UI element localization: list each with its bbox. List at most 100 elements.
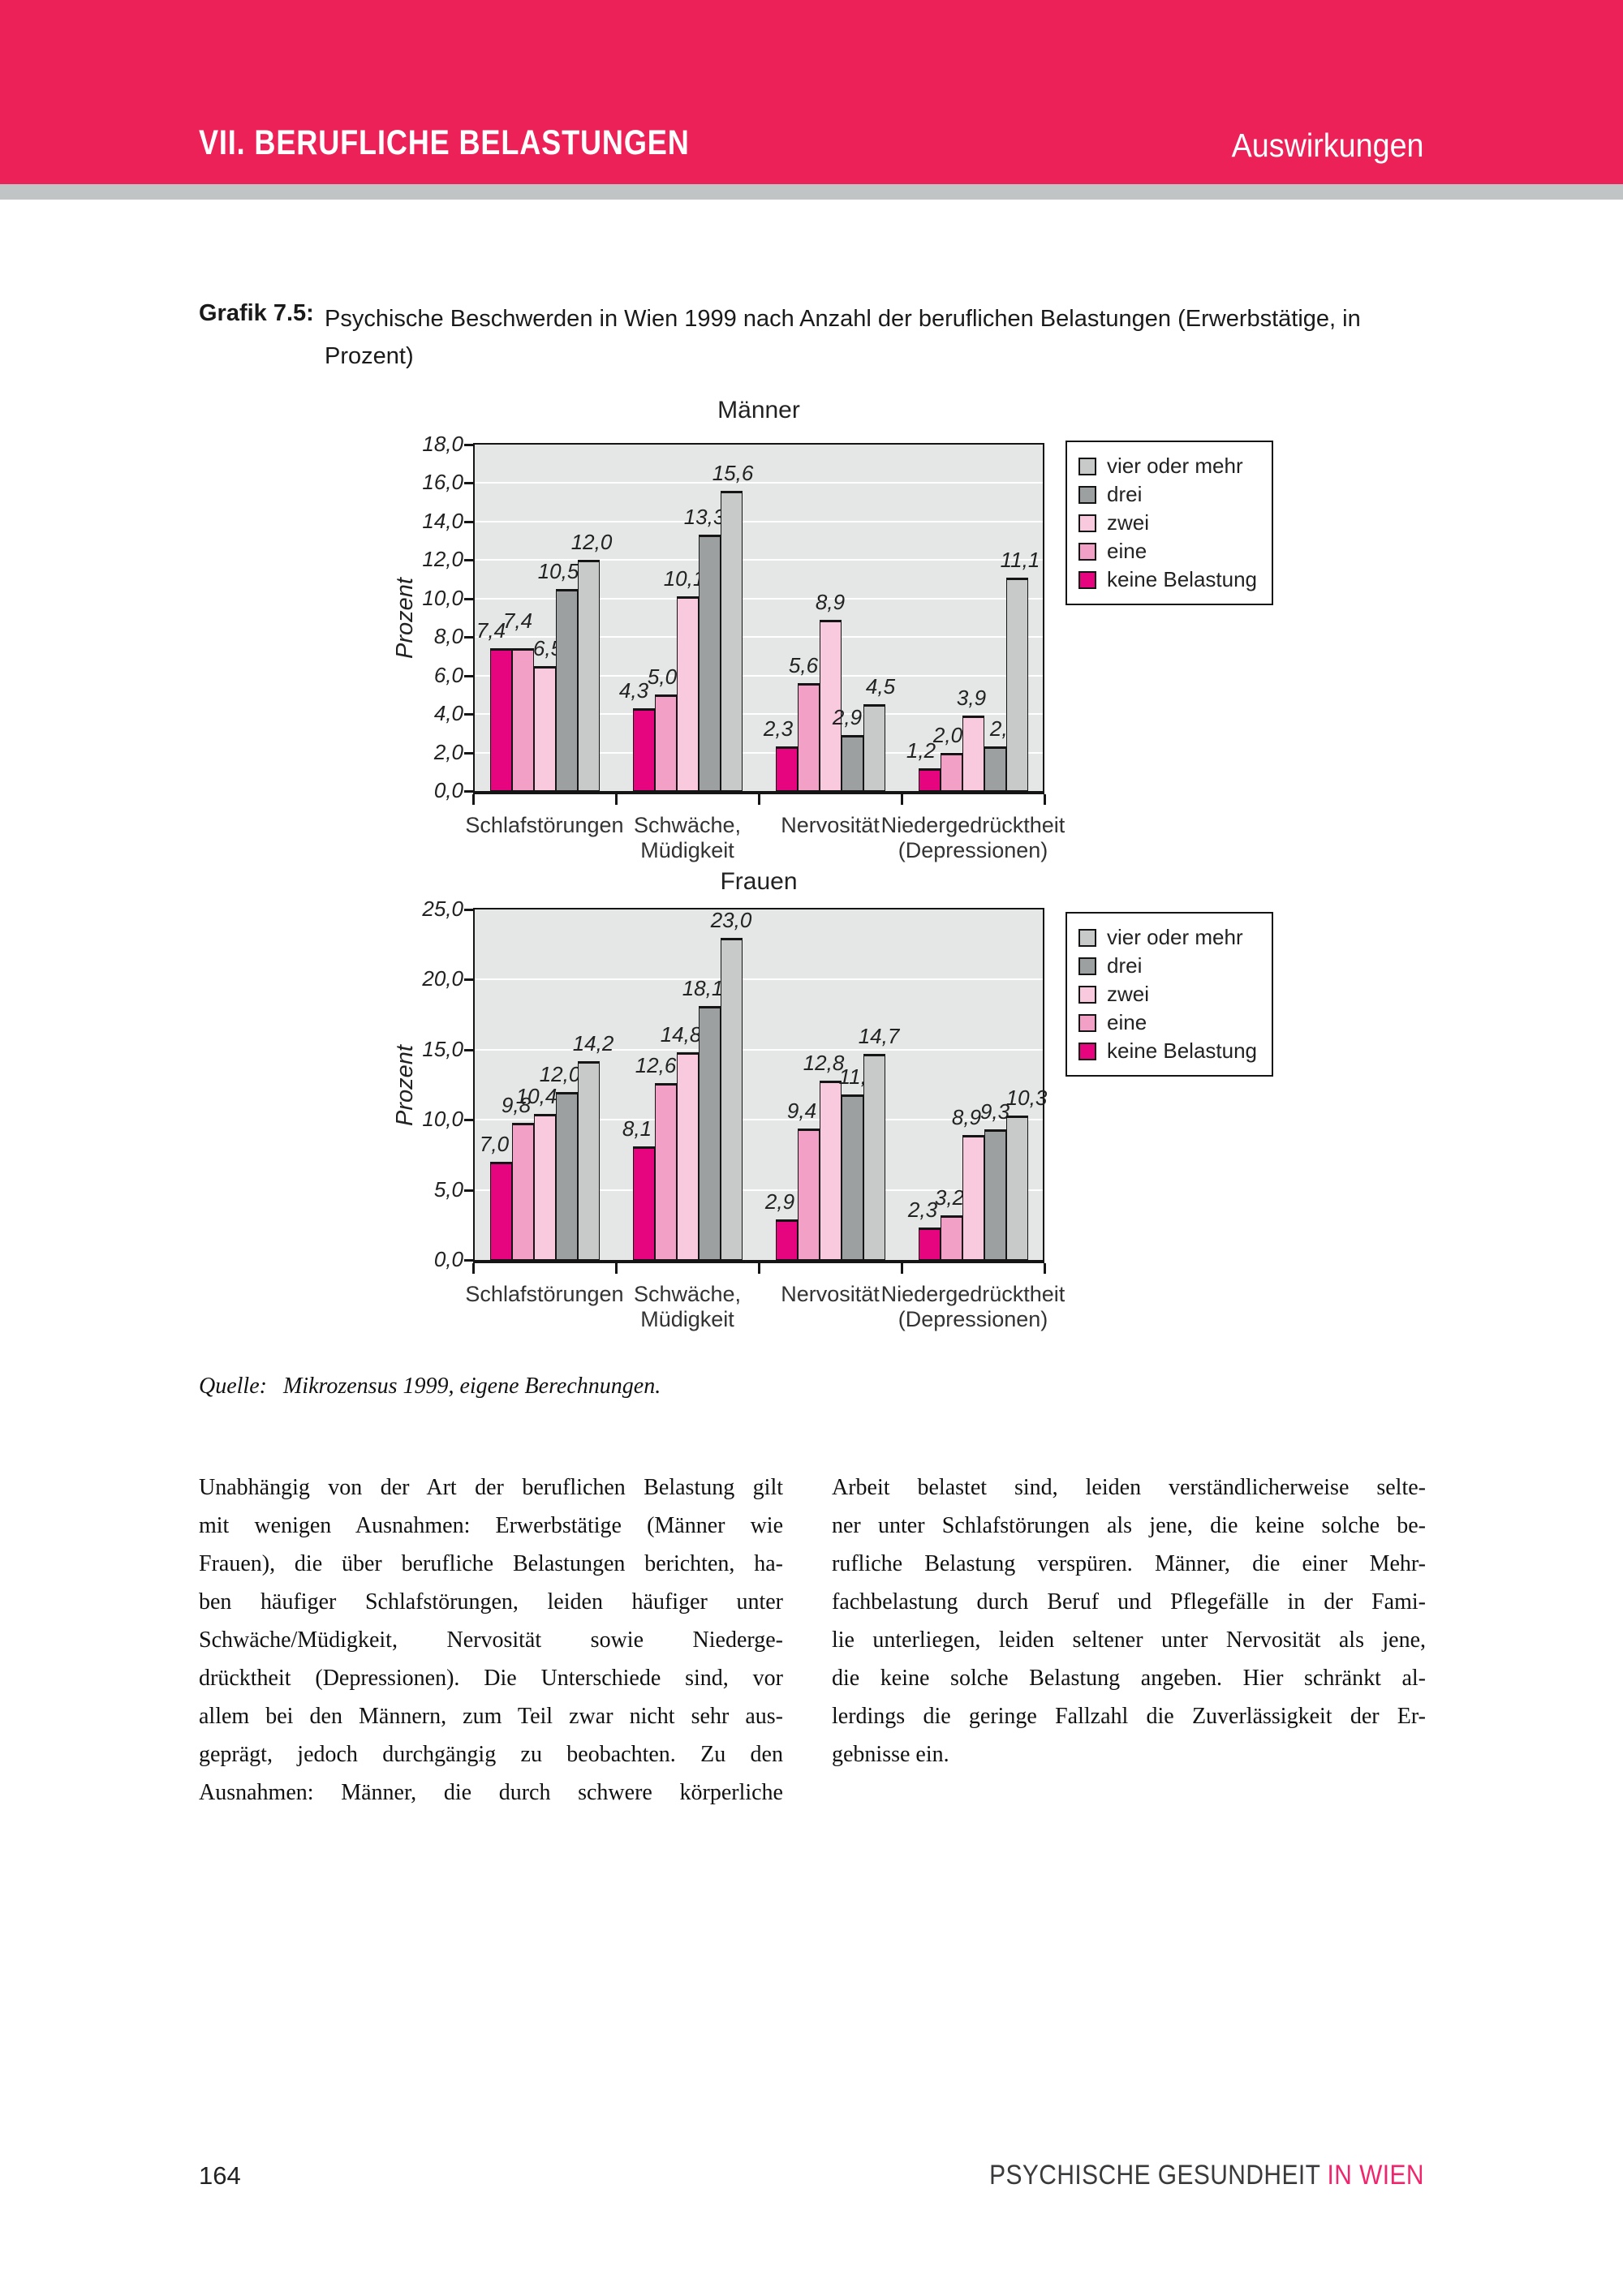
- bar-eine-2: [797, 683, 820, 791]
- text-line: Psychische Beschwerden in Wien 1999 nach…: [325, 306, 1361, 332]
- gridline: [475, 636, 1043, 638]
- bar-value-label: 11,1: [1000, 548, 1040, 572]
- category-label: Schwäche,: [633, 813, 742, 837]
- y-axis-tick-label: 0,0: [433, 778, 463, 802]
- y-axis-tick-label: 16,0: [422, 470, 463, 495]
- bar-value-label: 13,3: [683, 505, 725, 529]
- bar-eine-1: [654, 1083, 677, 1260]
- text-line: rufliche Belastung verspüren. Männer, di…: [832, 1551, 1426, 1576]
- gridline: [475, 751, 1043, 754]
- y-axis-tick-label: 12,0: [422, 547, 463, 572]
- bar-value-label: 8,1: [622, 1116, 652, 1141]
- legend-item: keine Belastung: [1078, 565, 1257, 594]
- footer-title-pink: IN WIEN: [1327, 2160, 1424, 2191]
- bar-value-label: 10,5: [537, 559, 579, 583]
- bar-value-label: 8,9: [951, 1105, 982, 1129]
- legend-item-label: keine Belastung: [1107, 567, 1258, 591]
- bar-value-label: 8,9: [815, 590, 846, 614]
- bar-value-label: 7,4: [502, 608, 533, 633]
- x-axis-tick: [758, 794, 760, 805]
- category-label: Müdigkeit: [640, 838, 734, 862]
- y-axis-tick-label: 10,0: [422, 1107, 463, 1132]
- bar-eine-2: [797, 1129, 820, 1260]
- category-label: Schlafstörungen: [465, 813, 624, 837]
- chart-title-maenner: Männer: [717, 397, 800, 424]
- legend-item-label: vier oder mehr: [1107, 925, 1243, 949]
- body-column-left: Unabhängig von der Art der beruflichen B…: [199, 1468, 783, 1812]
- text-line: lerdings die geringe Fallzahl die Zuverl…: [832, 1704, 1426, 1729]
- source-note: Quelle: Mikrozensus 1999, eigene Berechn…: [199, 1374, 661, 1400]
- bar-vier-oder-mehr-0: [577, 560, 600, 791]
- bar-value-label: 14,7: [858, 1024, 900, 1048]
- y-axis-tick: [464, 909, 473, 911]
- bar-zwei-3: [962, 1135, 984, 1260]
- y-axis-tick: [464, 790, 473, 793]
- category-label: Niedergedrücktheit: [880, 1282, 1065, 1306]
- bar-value-label: 12,8: [803, 1051, 845, 1075]
- legend-swatch: [1078, 928, 1096, 947]
- y-axis-tick: [464, 444, 473, 446]
- bar-drei-0: [555, 589, 578, 791]
- bar-keine-Belastung-3: [918, 1228, 941, 1260]
- bar-drei-2: [841, 735, 863, 791]
- text-line: lie unterliegen, leiden seltener unter N…: [832, 1627, 1426, 1653]
- gridline: [475, 978, 1043, 981]
- gridline: [475, 482, 1043, 484]
- legend-item: zwei: [1078, 509, 1257, 537]
- gridline: [475, 1189, 1043, 1191]
- bar-value-label: 7,4: [476, 618, 506, 643]
- section-title: Auswirkungen: [1232, 127, 1424, 164]
- legend-item-label: eine: [1107, 539, 1147, 563]
- bar-drei-3: [984, 746, 1006, 791]
- text-line: Schwäche/Müdigkeit, Nervosität sowie Nie…: [199, 1627, 783, 1653]
- x-axis-tick: [1044, 1263, 1046, 1274]
- text-line: die keine solche Belastung angeben. Hier…: [832, 1666, 1426, 1691]
- bar-eine-1: [654, 694, 677, 791]
- bar-eine-0: [511, 1123, 534, 1260]
- category-label: Schwäche,: [633, 1282, 742, 1306]
- text-line: Unabhängig von der Art der beruflichen B…: [199, 1475, 783, 1500]
- legend: vier oder mehr drei zwei eine keine Belastun…: [1065, 441, 1274, 605]
- bar-value-label: 2,3: [907, 1197, 938, 1222]
- legend-item: drei: [1078, 480, 1257, 509]
- category-label: Müdigkeit: [640, 1307, 734, 1331]
- bar-value-label: 12,0: [539, 1062, 581, 1086]
- gridline: [475, 713, 1043, 716]
- category-label: (Depressionen): [898, 1307, 1048, 1331]
- bar-zwei-0: [533, 666, 556, 791]
- bar-vier-oder-mehr-3: [1005, 578, 1028, 791]
- legend-item-label: drei: [1107, 953, 1143, 978]
- body-column-right: Arbeit belastet sind, leiden verständlic…: [832, 1468, 1426, 1774]
- y-axis-tick-label: 5,0: [433, 1176, 463, 1202]
- bar-zwei-0: [533, 1114, 556, 1260]
- category-label: Niedergedrücktheit: [880, 813, 1065, 837]
- bar-zwei-1: [676, 596, 699, 791]
- bar-keine-Belastung-0: [489, 648, 512, 791]
- bar-value-label: 14,2: [572, 1031, 614, 1056]
- text-line: ben häufiger Schlafstörungen, leiden häu…: [199, 1589, 783, 1615]
- bar-vier-oder-mehr-1: [720, 938, 743, 1260]
- text-line: Arbeit belastet sind, leiden verständlic…: [832, 1475, 1426, 1500]
- category-label: (Depressionen): [898, 838, 1048, 862]
- gridline: [475, 597, 1043, 600]
- legend-swatch: [1078, 1042, 1096, 1060]
- y-axis-tick: [464, 597, 473, 600]
- legend-item: eine: [1078, 1008, 1257, 1037]
- bar-vier-oder-mehr-1: [720, 491, 743, 791]
- text-line: Frauen), die über berufliche Belastungen…: [199, 1551, 783, 1576]
- bar-zwei-3: [962, 716, 984, 791]
- bar-value-label: 7,0: [479, 1132, 510, 1156]
- legend-item-label: keine Belastung: [1107, 1038, 1258, 1063]
- bar-keine-Belastung-2: [775, 746, 798, 791]
- y-axis-tick: [464, 1189, 473, 1192]
- bar-value-label: 9,4: [786, 1099, 817, 1123]
- bar-zwei-2: [819, 1081, 842, 1260]
- x-axis-tick: [472, 794, 475, 805]
- legend-swatch: [1078, 514, 1096, 532]
- bar-keine-Belastung-1: [632, 1146, 655, 1260]
- bar-value-label: 12,6: [635, 1053, 677, 1077]
- y-axis-tick-label: 25,0: [422, 896, 463, 921]
- y-axis-tick: [464, 636, 473, 639]
- bar-drei-0: [555, 1092, 578, 1260]
